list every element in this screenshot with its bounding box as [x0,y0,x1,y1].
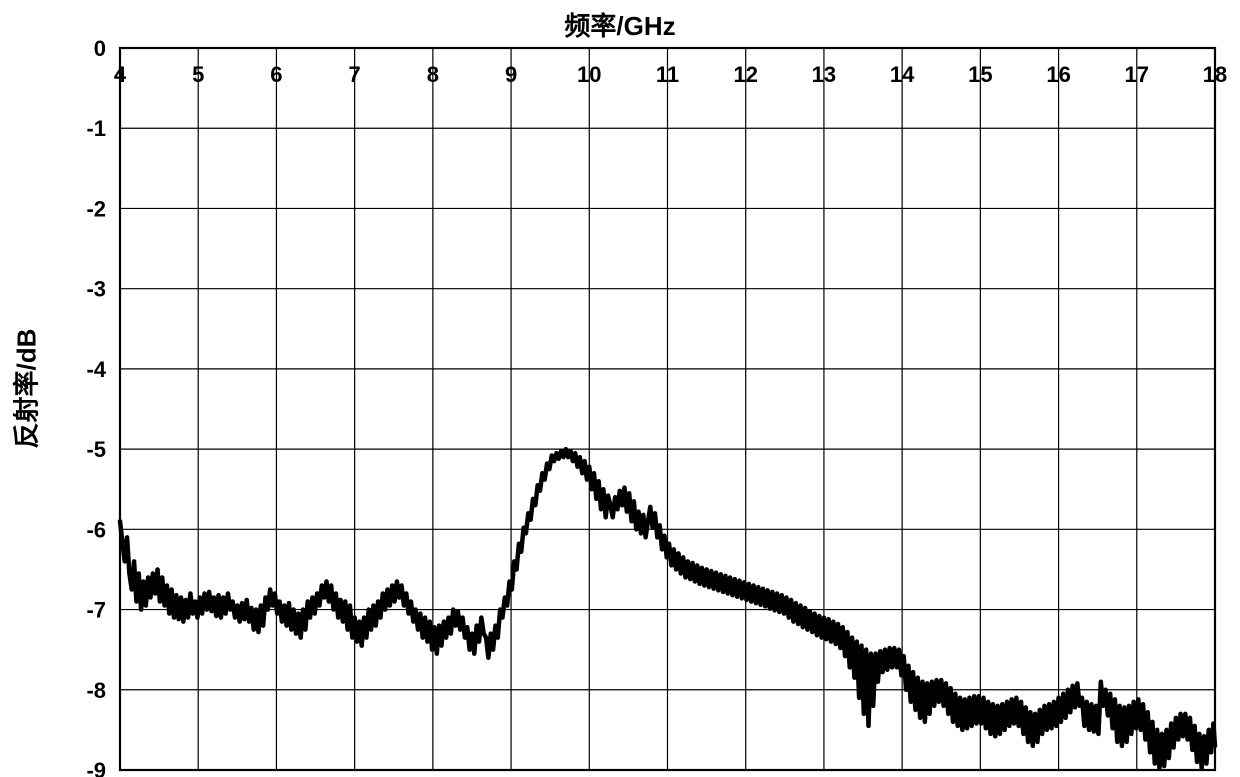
svg-text:13: 13 [812,62,836,87]
svg-text:10: 10 [577,62,601,87]
svg-text:8: 8 [427,62,439,87]
chart-container: 频率/GHz 反射率/dB 0-1-2-3-4-5-6-7-8-9 456789… [0,0,1240,777]
svg-text:-5: -5 [86,437,106,462]
svg-text:5: 5 [192,62,204,87]
svg-text:7: 7 [349,62,361,87]
svg-text:-9: -9 [86,758,106,777]
svg-text:-2: -2 [86,196,106,221]
svg-text:-7: -7 [86,598,106,623]
svg-text:12: 12 [733,62,757,87]
svg-text:15: 15 [968,62,992,87]
svg-text:-4: -4 [86,357,106,382]
svg-text:9: 9 [505,62,517,87]
x-tick-labels: 456789101112131415161718 [114,62,1227,87]
svg-text:-3: -3 [86,277,106,302]
svg-text:14: 14 [890,62,915,87]
svg-text:6: 6 [270,62,282,87]
svg-text:-6: -6 [86,517,106,542]
svg-text:11: 11 [656,62,679,87]
svg-text:16: 16 [1046,62,1070,87]
y-tick-labels: 0 -1 -2 -3 -4 -5 -6 -7 -8 -9 [86,36,106,777]
svg-text:0: 0 [94,36,106,61]
svg-text:-8: -8 [86,678,106,703]
svg-text:-1: -1 [86,116,106,141]
svg-text:17: 17 [1125,62,1149,87]
grid [120,48,1215,770]
chart-svg: 0-1-2-3-4-5-6-7-8-9 45678910111213141516… [0,0,1240,777]
